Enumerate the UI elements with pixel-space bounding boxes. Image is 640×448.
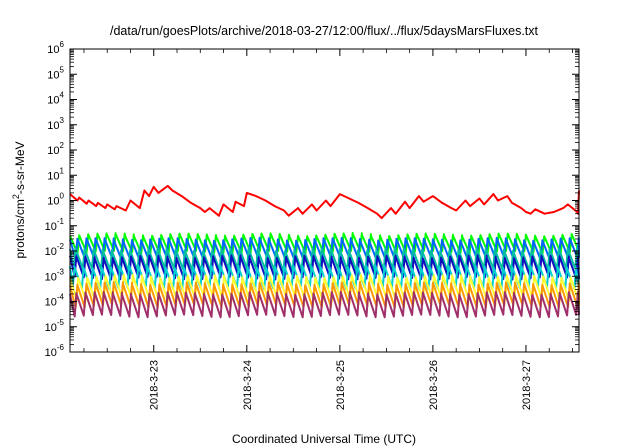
y-tick-label: 106 xyxy=(47,40,64,56)
x-axis: 2018-3-23 2018-3-24 2018-3-25 2018-3-26 2018… xyxy=(83,49,573,410)
series-line xyxy=(69,184,580,220)
y-tick-label: 100 xyxy=(47,192,64,208)
svg-text:protons/cm2-s-sr-MeV: protons/cm2-s-sr-MeV xyxy=(11,141,27,258)
y-tick-label: 10-2 xyxy=(45,242,65,258)
y-axis: 10-6 10-5 10-4 10-3 10-2 10-1 100 101 102 103 104 1… xyxy=(45,40,579,359)
y-tick-label: 105 xyxy=(47,65,64,81)
y-tick-label: 101 xyxy=(47,166,64,182)
y-tick-label: 10-1 xyxy=(45,217,65,233)
x-tick-label: 2018-3-25 xyxy=(335,360,347,410)
series-line xyxy=(69,281,580,309)
y-tick-label: 10-5 xyxy=(45,318,65,334)
x-axis-label: Coordinated Universal Time (UTC) xyxy=(232,432,416,446)
x-tick-label: 2018-3-27 xyxy=(521,360,533,410)
y-tick-label: 104 xyxy=(47,91,64,107)
x-tick-label: 2018-3-26 xyxy=(428,360,440,410)
series-line xyxy=(69,290,580,319)
series-line xyxy=(69,254,580,281)
plot-frame xyxy=(69,48,580,353)
chart-title: /data/run/goesPlots/archive/2018-03-27/1… xyxy=(110,24,539,38)
y-tick-label: 10-6 xyxy=(45,343,65,359)
y-tick-label: 103 xyxy=(47,116,64,132)
y-axis-label: protons/cm2-s-sr-MeV xyxy=(11,141,27,258)
x-tick-label: 2018-3-24 xyxy=(242,360,254,410)
x-tick-label: 2018-3-23 xyxy=(149,360,161,410)
y-tick-label: 102 xyxy=(47,141,64,157)
series-layer xyxy=(69,184,580,319)
y-tick-label: 10-3 xyxy=(45,267,65,283)
y-tick-label: 10-4 xyxy=(45,293,65,309)
